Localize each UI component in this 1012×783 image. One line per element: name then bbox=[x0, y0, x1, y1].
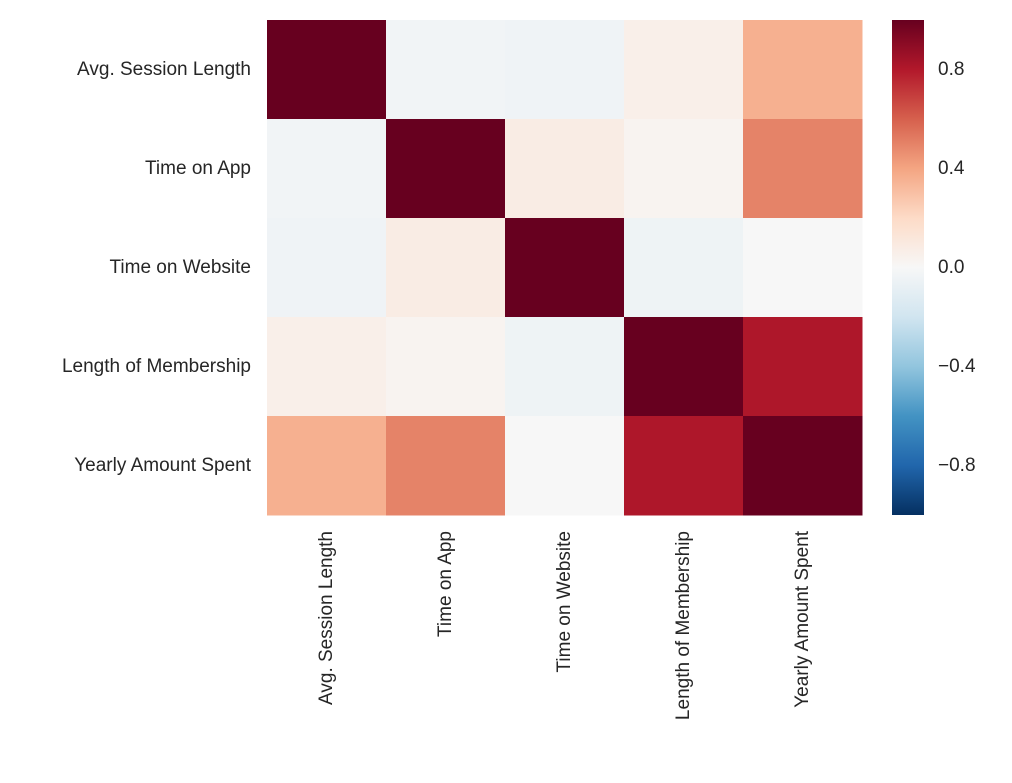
heatmap-cell-time-on-website-length-of-membership bbox=[624, 218, 744, 318]
heatmap-cell-time-on-app-time-on-website bbox=[505, 119, 625, 219]
row-label-time-on-website: Time on Website bbox=[110, 257, 252, 278]
heatmap-cell-yearly-amount-spent-avg-session-length bbox=[267, 416, 387, 516]
heatmap-cell-length-of-membership-time-on-website bbox=[505, 317, 625, 417]
row-label-length-of-membership: Length of Membership bbox=[62, 356, 251, 377]
heatmap-cells bbox=[267, 20, 863, 516]
heatmap-cell-yearly-amount-spent-length-of-membership bbox=[624, 416, 744, 516]
row-labels: Avg. Session Length Time on App Time on We… bbox=[62, 59, 252, 476]
column-label-time-on-website: Time on Website bbox=[554, 531, 575, 673]
colorbar-tick-label: 0.4 bbox=[938, 158, 965, 179]
colorbar-tick-label: 0.0 bbox=[938, 257, 964, 278]
heatmap-cell-yearly-amount-spent-time-on-app bbox=[386, 416, 506, 516]
colorbar-tick-label: −0.4 bbox=[938, 356, 976, 377]
heatmap-cell-avg-session-length-time-on-website bbox=[505, 20, 625, 120]
colorbar-tick-label: 0.8 bbox=[938, 59, 964, 80]
colorbar-tick-label: −0.8 bbox=[938, 455, 976, 476]
heatmap-cell-time-on-website-time-on-app bbox=[386, 218, 506, 318]
column-label-time-on-app: Time on App bbox=[435, 531, 456, 637]
heatmap-cell-time-on-website-time-on-website bbox=[505, 218, 625, 318]
colorbar: 0.8 0.4 0.0 −0.4 −0.8 bbox=[892, 20, 976, 515]
column-label-length-of-membership: Length of Membership bbox=[673, 531, 694, 720]
heatmap-cell-length-of-membership-length-of-membership bbox=[624, 317, 744, 417]
heatmap-cell-yearly-amount-spent-time-on-website bbox=[505, 416, 625, 516]
heatmap-cell-time-on-app-time-on-app bbox=[386, 119, 506, 219]
column-labels: Avg. Session Length Time on App Time on We… bbox=[316, 530, 813, 720]
heatmap-cell-avg-session-length-avg-session-length bbox=[267, 20, 387, 120]
row-label-avg-session-length: Avg. Session Length bbox=[77, 59, 251, 80]
heatmap-cell-time-on-website-yearly-amount-spent bbox=[743, 218, 863, 318]
heatmap-cell-avg-session-length-length-of-membership bbox=[624, 20, 744, 120]
heatmap-cell-time-on-website-avg-session-length bbox=[267, 218, 387, 318]
heatmap-cell-length-of-membership-time-on-app bbox=[386, 317, 506, 417]
row-label-time-on-app: Time on App bbox=[145, 158, 251, 179]
row-label-yearly-amount-spent: Yearly Amount Spent bbox=[74, 455, 251, 476]
heatmap-cell-length-of-membership-yearly-amount-spent bbox=[743, 317, 863, 417]
heatmap-cell-length-of-membership-avg-session-length bbox=[267, 317, 387, 417]
column-label-avg-session-length: Avg. Session Length bbox=[316, 531, 337, 705]
colorbar-gradient bbox=[892, 20, 924, 515]
heatmap-cell-time-on-app-avg-session-length bbox=[267, 119, 387, 219]
heatmap-cell-yearly-amount-spent-yearly-amount-spent bbox=[743, 416, 863, 516]
heatmap-cell-avg-session-length-time-on-app bbox=[386, 20, 506, 120]
heatmap-cell-time-on-app-length-of-membership bbox=[624, 119, 744, 219]
heatmap-cell-time-on-app-yearly-amount-spent bbox=[743, 119, 863, 219]
column-label-yearly-amount-spent: Yearly Amount Spent bbox=[792, 530, 813, 707]
heatmap-cell-avg-session-length-yearly-amount-spent bbox=[743, 20, 863, 120]
